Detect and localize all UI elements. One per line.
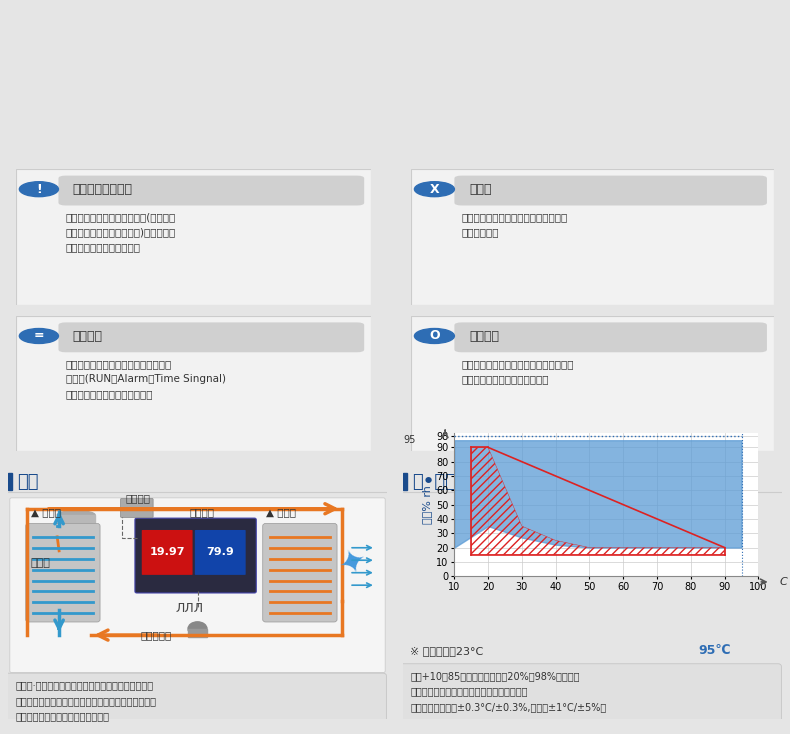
- Text: 79.9: 79.9: [206, 548, 234, 557]
- Text: 19.97: 19.97: [149, 548, 185, 557]
- Text: 能在+10～85的温度范围内支撑20%～98%的湿度，
达到最大模拟大气环境，可以设计多种试验。
（温度和湿度稳定±0.3°C/±0.3%,与均匀±1°C/±5: 能在+10～85的温度范围内支撑20%～98%的湿度， 达到最大模拟大气环境，可…: [411, 671, 607, 712]
- Text: 我们使用的控制器是来自昊极科技自主
研发控制器。: 我们使用的控制器是来自昊极科技自主 研发控制器。: [461, 212, 568, 237]
- Text: O: O: [429, 330, 440, 343]
- FancyBboxPatch shape: [454, 322, 767, 352]
- Text: ※ 环境温度：23°C: ※ 环境温度：23°C: [411, 646, 483, 655]
- Text: 服务端口: 服务端口: [73, 330, 103, 344]
- FancyBboxPatch shape: [58, 175, 364, 206]
- Text: 通过切断使用中会发生的过热(适用电子
、电气机械式三重切断装置)及过电流来
保护机器与使用者的安全。: 通过切断使用中会发生的过热(适用电子 、电气机械式三重切断装置)及过电流来 保护…: [66, 212, 176, 252]
- Text: 节能: 节能: [17, 473, 39, 490]
- Ellipse shape: [57, 532, 95, 541]
- FancyBboxPatch shape: [141, 530, 193, 575]
- Circle shape: [415, 329, 454, 344]
- Text: 使用者所希望的通信及运行、警报、时
间信号(RUN、Alarm、Time Singnal)
等输出，以继电器接点来提供。: 使用者所希望的通信及运行、警报、时 间信号(RUN、Alarm、Time Sin…: [66, 359, 226, 399]
- Text: 温•湿度可控制范围: 温•湿度可控制范围: [412, 473, 510, 490]
- FancyBboxPatch shape: [135, 518, 256, 593]
- Text: 电缆端口: 电缆端口: [469, 330, 499, 344]
- Circle shape: [415, 182, 454, 197]
- Text: 以加热·冷却输出控制变频器与调节电子膨胀阀，控制
各区间的最佳冷媒量来调节被浪费的加热量及控制冷冻
机来实现节能。（变频控制为选项）: 以加热·冷却输出控制变频器与调节电子膨胀阀，控制 各区间的最佳冷媒量来调节被浪费…: [16, 680, 156, 722]
- FancyBboxPatch shape: [263, 523, 337, 622]
- FancyBboxPatch shape: [411, 169, 774, 305]
- Text: C: C: [780, 577, 788, 587]
- Circle shape: [19, 329, 58, 344]
- FancyBboxPatch shape: [26, 523, 100, 622]
- Bar: [188, 629, 207, 636]
- FancyBboxPatch shape: [400, 664, 781, 722]
- FancyBboxPatch shape: [454, 175, 767, 206]
- FancyBboxPatch shape: [16, 169, 371, 305]
- Text: 95℃: 95℃: [698, 644, 732, 657]
- Text: 电子膨胀阀: 电子膨胀阀: [141, 631, 172, 640]
- Circle shape: [19, 182, 58, 197]
- Ellipse shape: [57, 511, 95, 520]
- FancyBboxPatch shape: [121, 498, 153, 517]
- Bar: [8, 473, 13, 490]
- Text: ▲ 冷凝器: ▲ 冷凝器: [265, 507, 295, 517]
- Text: 蒸发器: 蒸发器: [31, 559, 51, 568]
- Text: 控制器: 控制器: [469, 184, 491, 197]
- Ellipse shape: [188, 622, 207, 636]
- Text: =: =: [34, 330, 44, 343]
- FancyBboxPatch shape: [58, 322, 364, 352]
- Text: 变频控制: 变频控制: [126, 493, 150, 503]
- Text: 95: 95: [403, 435, 416, 446]
- FancyBboxPatch shape: [5, 673, 386, 722]
- Text: 在主体的侧面上安装可接通样本的电源与
便于测定用的连线的电缆端口。: 在主体的侧面上安装可接通样本的电源与 便于测定用的连线的电缆端口。: [461, 359, 574, 384]
- Y-axis label: 湿度% rh: 湿度% rh: [422, 485, 432, 524]
- Text: ✦: ✦: [334, 543, 372, 584]
- FancyBboxPatch shape: [9, 498, 386, 672]
- FancyBboxPatch shape: [195, 530, 246, 575]
- Text: !: !: [36, 183, 42, 196]
- Text: ЛЛЛ: ЛЛЛ: [176, 602, 204, 614]
- FancyBboxPatch shape: [16, 316, 371, 451]
- Bar: [57, 515, 95, 537]
- FancyBboxPatch shape: [411, 316, 774, 451]
- Bar: [403, 473, 408, 490]
- Text: X: X: [430, 183, 439, 196]
- Text: 切断过热、过电流: 切断过热、过电流: [73, 184, 133, 197]
- Text: ▲ 压缩机: ▲ 压缩机: [31, 507, 61, 517]
- Text: 冷却输出: 冷却输出: [190, 507, 215, 517]
